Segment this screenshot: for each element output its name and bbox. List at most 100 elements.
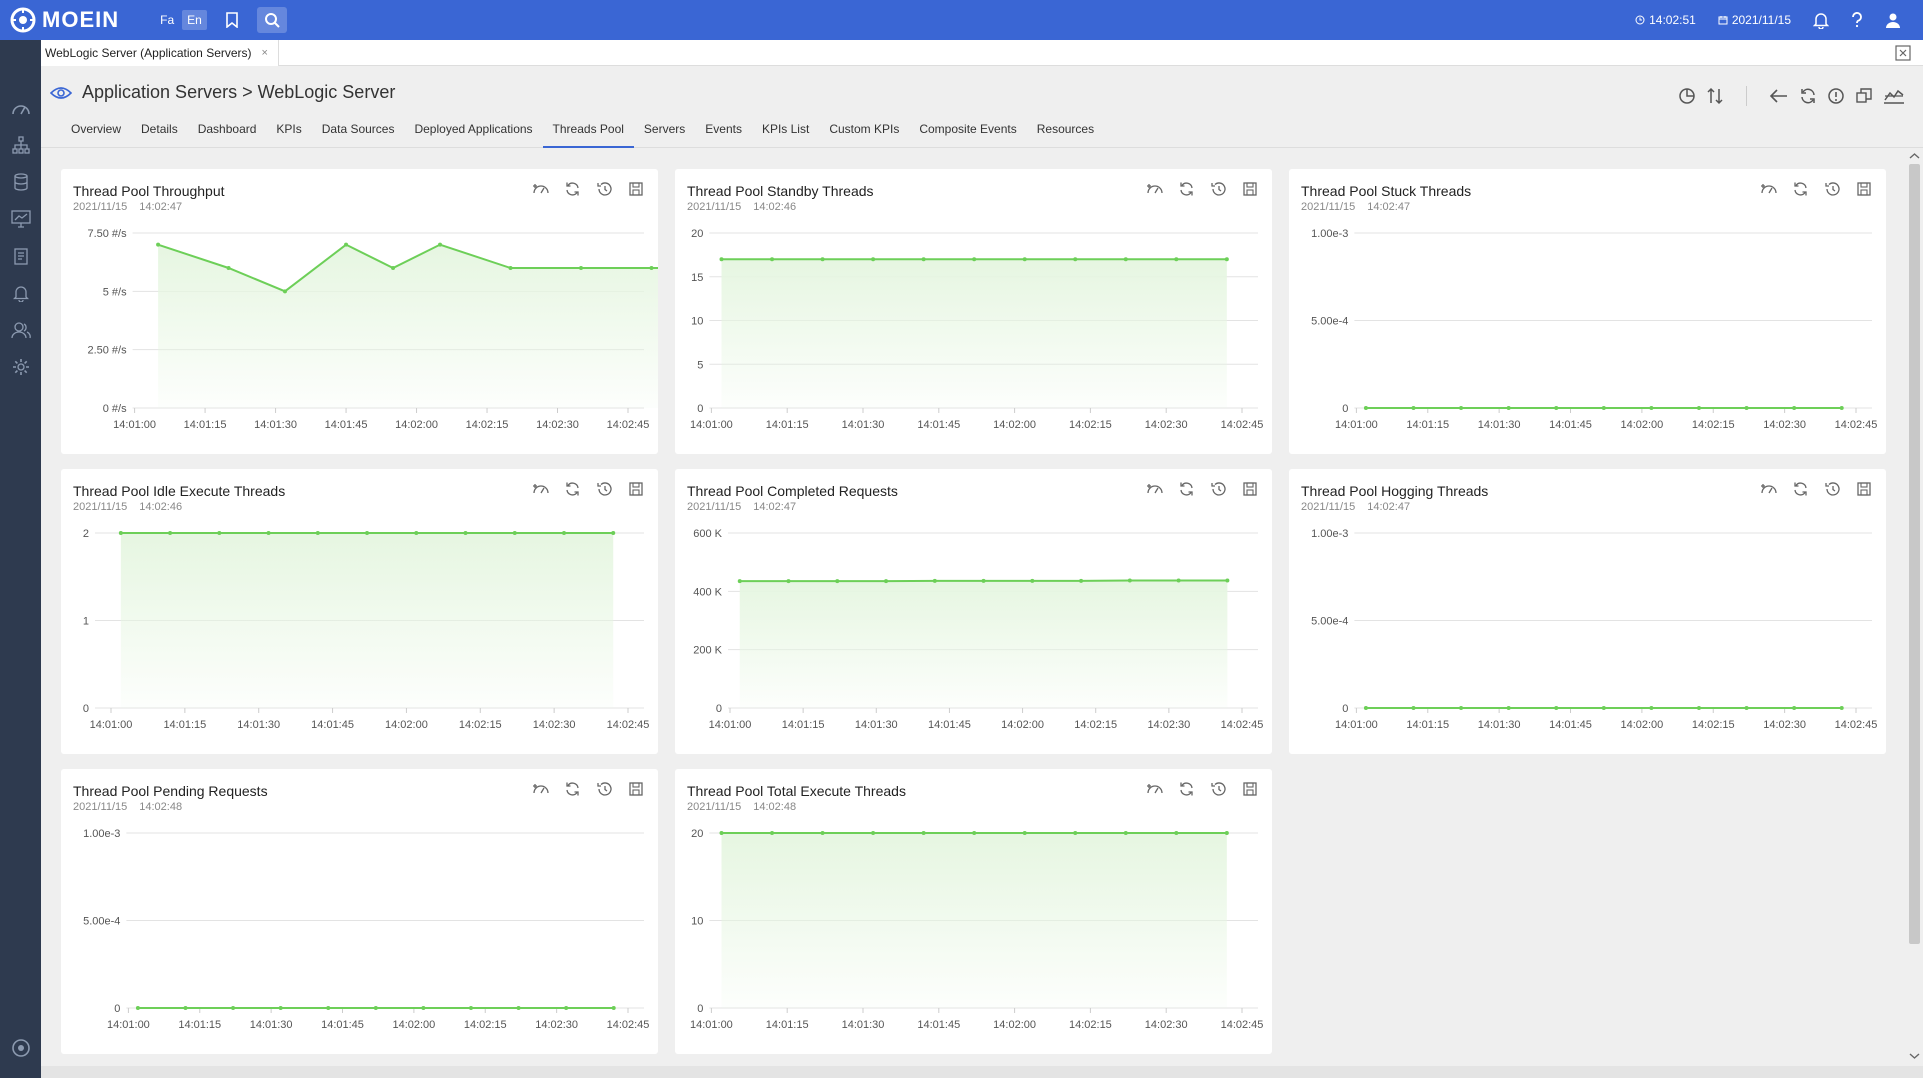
data-point[interactable] [156, 242, 161, 247]
scroll-down-icon[interactable] [1906, 1050, 1923, 1062]
refresh-icon[interactable] [1799, 87, 1817, 105]
add-gauge-button[interactable] [1760, 181, 1778, 202]
data-point[interactable] [1601, 706, 1606, 710]
add-gauge-button[interactable] [1146, 181, 1164, 202]
data-point[interactable] [1696, 706, 1701, 710]
data-point[interactable] [1649, 706, 1654, 710]
add-gauge-button[interactable] [1146, 781, 1164, 802]
data-point[interactable] [1696, 406, 1701, 410]
add-gauge-button[interactable] [532, 481, 550, 502]
sidebar-logo[interactable] [11, 1038, 31, 1058]
data-point[interactable] [1554, 406, 1559, 410]
data-point[interactable] [1363, 406, 1368, 410]
save-button[interactable] [1242, 181, 1260, 202]
data-point[interactable] [1174, 257, 1179, 262]
data-point[interactable] [611, 531, 616, 535]
history-button[interactable] [1824, 481, 1842, 502]
refresh-button[interactable] [564, 781, 582, 802]
data-point[interactable] [183, 1006, 188, 1010]
tab-events[interactable]: Events [705, 122, 742, 136]
data-point[interactable] [611, 1006, 616, 1010]
data-point[interactable] [564, 1006, 569, 1010]
data-point[interactable] [373, 1006, 378, 1010]
data-point[interactable] [326, 1006, 331, 1010]
data-point[interactable] [972, 257, 977, 262]
tab-threads-pool[interactable]: Threads Pool [542, 118, 634, 148]
data-point[interactable] [932, 578, 937, 583]
history-button[interactable] [1210, 781, 1228, 802]
horizontal-scrollbar[interactable] [41, 1066, 1923, 1078]
bookmark-button[interactable] [217, 7, 247, 33]
history-button[interactable] [596, 481, 614, 502]
save-button[interactable] [628, 781, 646, 802]
tab-custom-kpis[interactable]: Custom KPIs [829, 122, 900, 136]
data-point[interactable] [1123, 831, 1128, 835]
data-point[interactable] [1554, 706, 1559, 710]
tab-dashboard[interactable]: Dashboard [197, 122, 257, 136]
data-point[interactable] [1363, 706, 1368, 710]
data-point[interactable] [1744, 406, 1749, 410]
scrollbar-thumb[interactable] [1909, 164, 1920, 944]
tab-composite-events[interactable]: Composite Events [919, 122, 1017, 136]
data-point[interactable] [217, 531, 222, 535]
data-point[interactable] [884, 579, 889, 584]
data-point[interactable] [391, 266, 396, 270]
tab-kpis-list[interactable]: KPIs List [761, 122, 810, 136]
tab-resources[interactable]: Resources [1036, 122, 1095, 136]
save-button[interactable] [1856, 481, 1874, 502]
data-point[interactable] [820, 257, 825, 262]
vertical-scrollbar[interactable] [1906, 148, 1923, 1066]
close-all-tabs-button[interactable] [1895, 45, 1911, 66]
data-point[interactable] [1792, 706, 1797, 710]
search-button[interactable] [256, 7, 287, 33]
data-point[interactable] [1224, 257, 1229, 262]
add-gauge-button[interactable] [1760, 481, 1778, 502]
brand-logo[interactable]: MOEIN [10, 7, 119, 33]
eye-icon[interactable] [50, 86, 72, 100]
data-point[interactable] [835, 579, 840, 584]
data-point[interactable] [1176, 578, 1181, 583]
tab-overview[interactable]: Overview [71, 122, 122, 136]
data-point[interactable] [1073, 257, 1078, 262]
history-button[interactable] [596, 781, 614, 802]
data-point[interactable] [282, 289, 287, 294]
data-point[interactable] [365, 531, 370, 535]
refresh-button[interactable] [1178, 781, 1196, 802]
sidebar-settings[interactable] [11, 357, 31, 377]
lang-fa-button[interactable]: Fa [160, 13, 175, 27]
add-gauge-button[interactable] [1146, 481, 1164, 502]
history-button[interactable] [1210, 181, 1228, 202]
data-point[interactable] [1127, 578, 1132, 583]
data-point[interactable] [1649, 406, 1654, 410]
sort-icon[interactable] [1706, 87, 1724, 105]
data-point[interactable] [1123, 257, 1128, 262]
refresh-button[interactable] [1178, 181, 1196, 202]
sidebar-dashboard[interactable] [11, 98, 31, 118]
data-point[interactable] [1073, 831, 1078, 835]
tab-servers[interactable]: Servers [643, 122, 686, 136]
data-point[interactable] [719, 831, 724, 835]
tab-kpis[interactable]: KPIs [276, 122, 302, 136]
data-point[interactable] [981, 578, 986, 583]
data-point[interactable] [719, 257, 724, 262]
data-point[interactable] [168, 531, 173, 535]
data-point[interactable] [226, 266, 231, 270]
sidebar-users[interactable] [11, 320, 31, 340]
data-point[interactable] [463, 531, 468, 535]
data-point[interactable] [516, 1006, 521, 1010]
scroll-up-icon[interactable] [1906, 150, 1923, 162]
refresh-button[interactable] [564, 181, 582, 202]
save-button[interactable] [1242, 781, 1260, 802]
data-point[interactable] [421, 1006, 426, 1010]
data-point[interactable] [1411, 706, 1416, 710]
data-point[interactable] [737, 579, 742, 584]
data-point[interactable] [1792, 406, 1797, 410]
alert-circle-icon[interactable] [1827, 87, 1845, 105]
refresh-button[interactable] [1178, 481, 1196, 502]
save-button[interactable] [628, 481, 646, 502]
windows-icon[interactable] [1855, 87, 1873, 105]
data-point[interactable] [1506, 706, 1511, 710]
refresh-button[interactable] [564, 481, 582, 502]
data-point[interactable] [231, 1006, 236, 1010]
data-point[interactable] [786, 579, 791, 584]
